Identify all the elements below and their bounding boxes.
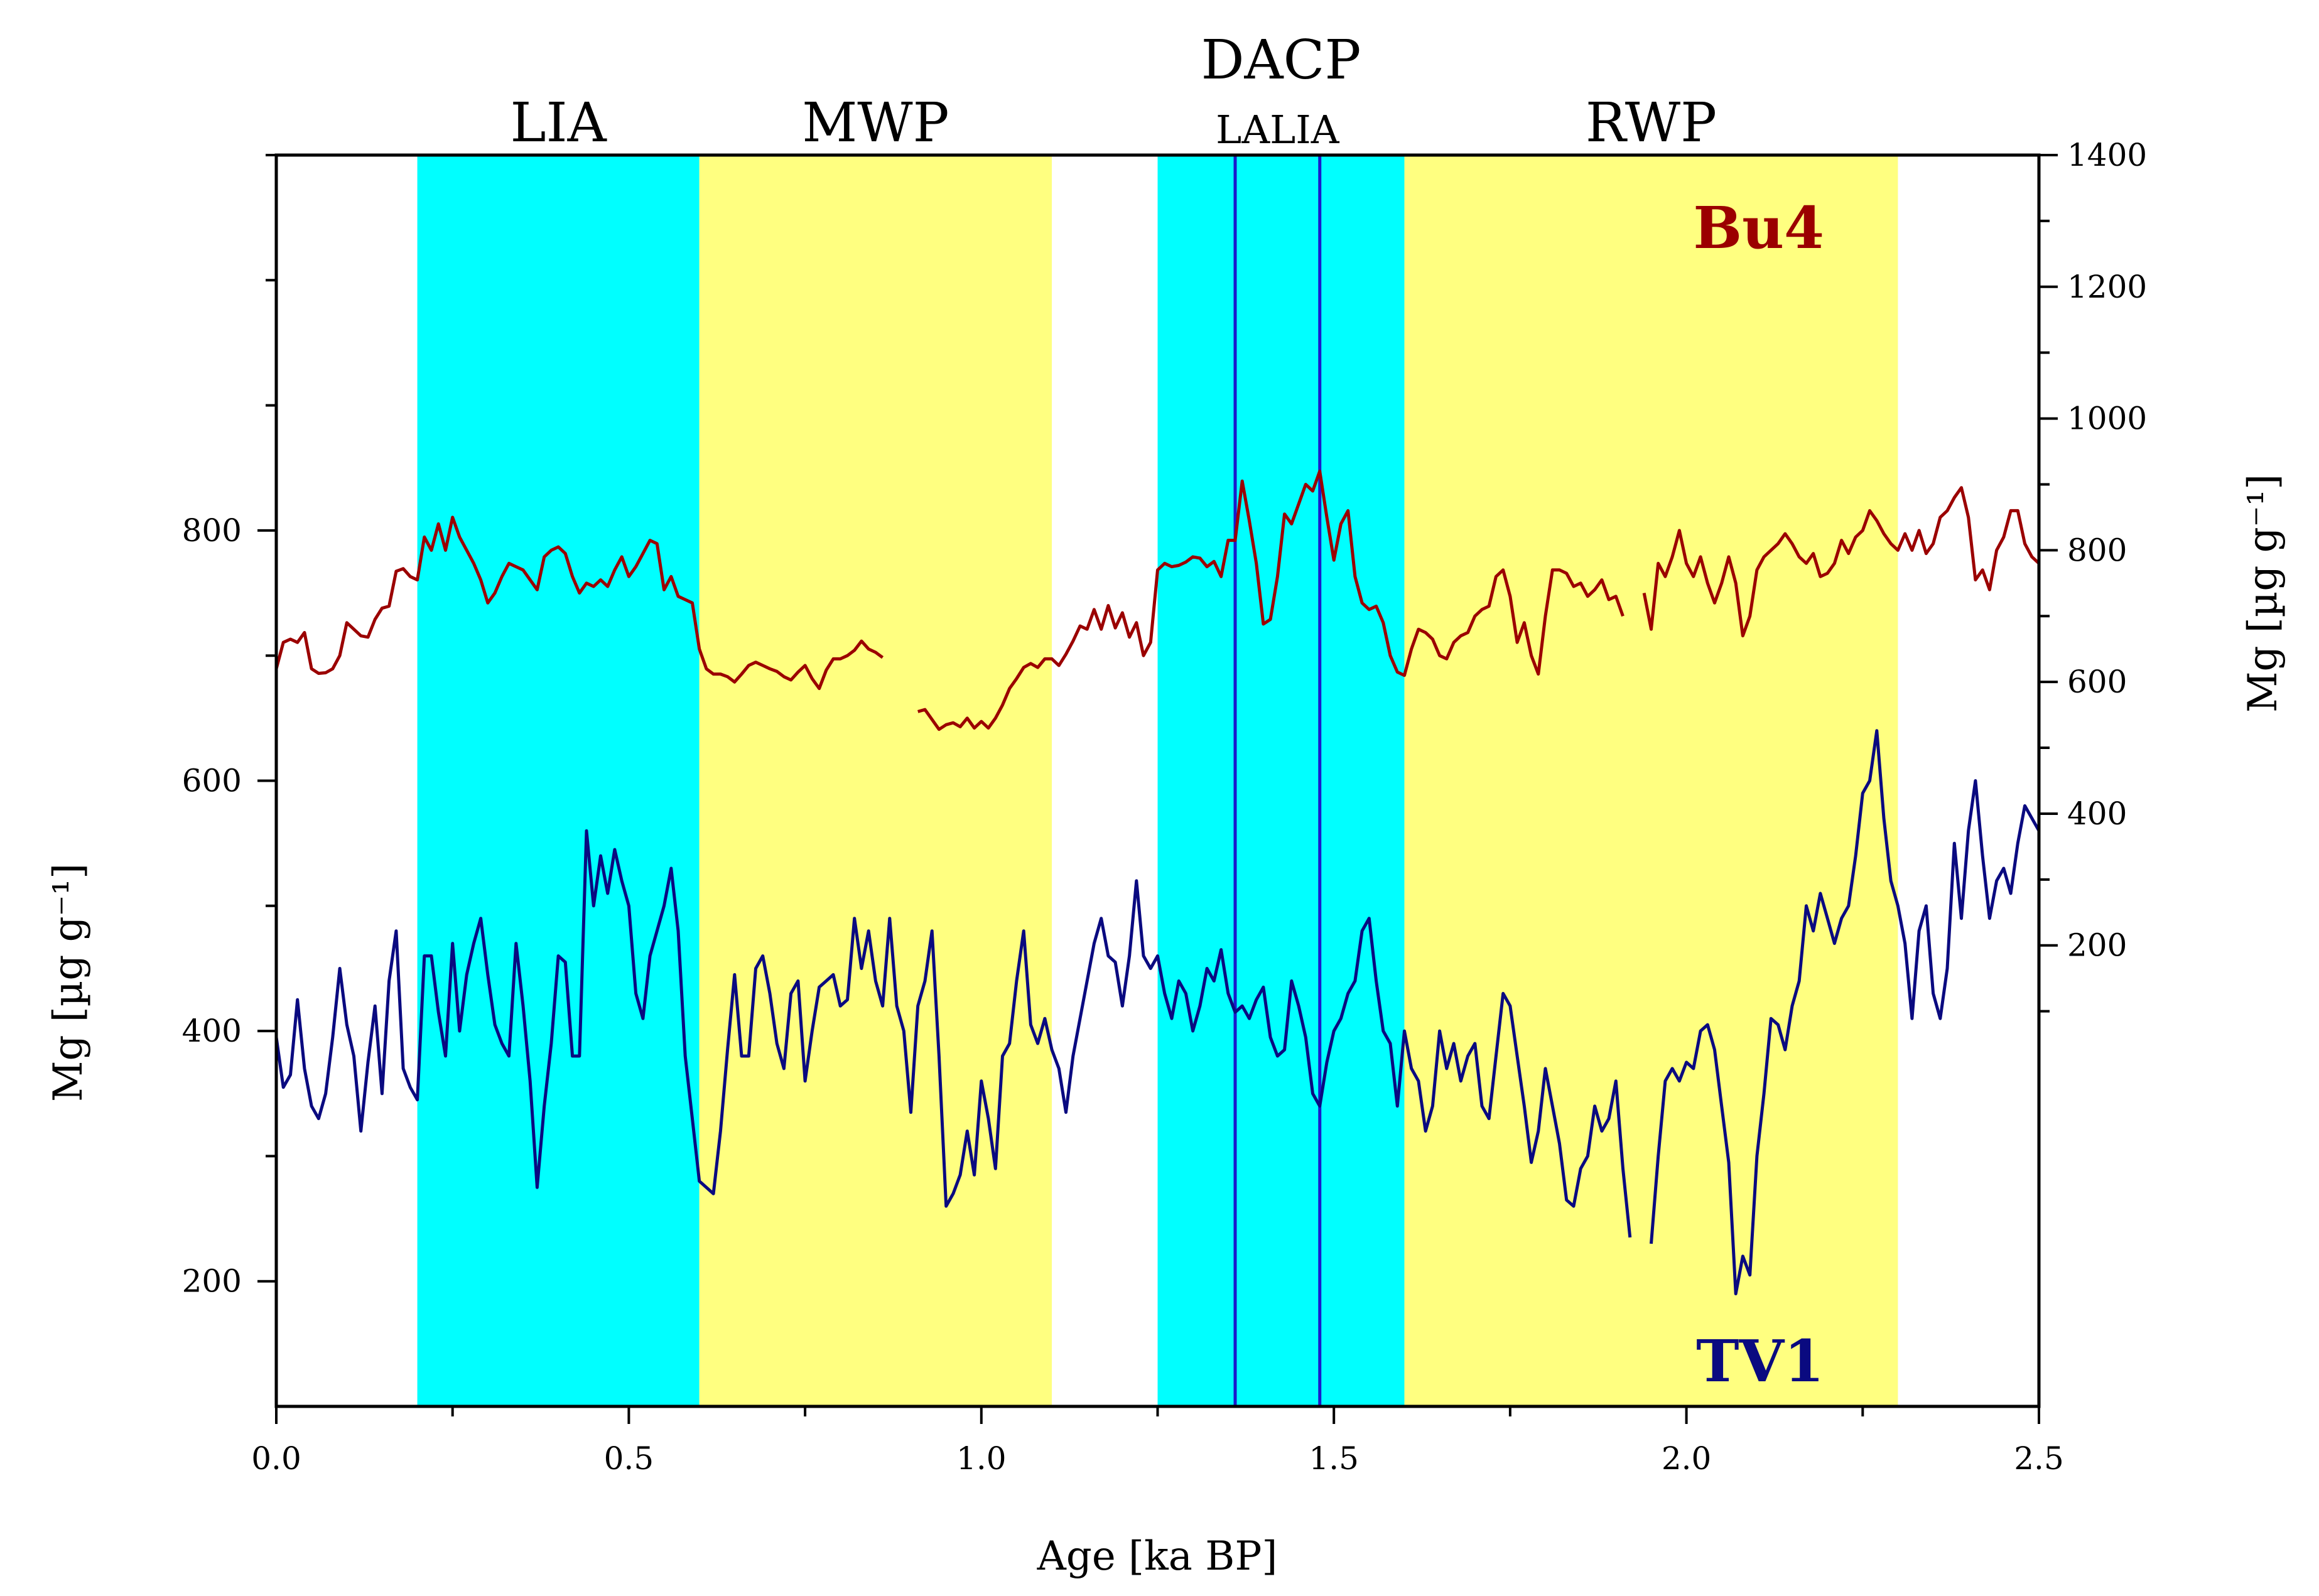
right-tick-label: 800 (2067, 532, 2127, 568)
left-tick-label: 200 (182, 1263, 242, 1300)
left-y-axis: 200 400 600 800 (182, 154, 276, 1300)
period-label-lalia: LALIA (1216, 107, 1340, 153)
right-y-axis-title: Mg [µg g⁻¹] (2240, 474, 2286, 713)
left-tick-label: 400 (182, 1013, 242, 1049)
x-tick-label: 2.5 (2014, 1440, 2064, 1477)
series-line-tv1-seg0 (274, 829, 1632, 1238)
series-line-bu4-seg0 (274, 515, 884, 691)
x-tick-label: 2.0 (1662, 1440, 1712, 1477)
x-tick-label: 0.5 (604, 1440, 654, 1477)
x-tick-label: 1.5 (1309, 1440, 1359, 1477)
left-y-axis-title: Mg [µg g⁻¹] (45, 863, 92, 1102)
right-tick-label: 1000 (2067, 401, 2147, 437)
period-band-mwp (699, 155, 1052, 1406)
period-bands (417, 155, 1898, 1406)
period-label-dacp: DACP (1201, 29, 1361, 92)
x-tick-label: 0.0 (251, 1440, 301, 1477)
period-label-rwp: RWP (1586, 92, 1717, 154)
series-line-bu4-seg1 (917, 470, 1624, 731)
series-line-tv1-seg1 (1650, 729, 2041, 1296)
right-tick-label: 1400 (2067, 137, 2147, 173)
period-label-mwp: MWP (802, 92, 949, 154)
right-tick-label: 400 (2067, 795, 2127, 832)
right-tick-label: 600 (2067, 664, 2127, 700)
series-label-bu4: Bu4 (1693, 194, 1824, 262)
period-band-dacp (1157, 155, 1405, 1406)
series-line-bu4-seg2 (1642, 486, 2040, 638)
series-lines (274, 470, 2041, 1296)
series-label-tv1: TV1 (1696, 1327, 1824, 1395)
period-labels: LIA MWP DACP RWP LALIA (511, 29, 1717, 154)
left-tick-label: 600 (182, 763, 242, 799)
period-band-rwp (1404, 155, 1898, 1406)
period-band-lia (417, 155, 700, 1406)
right-y-axis: 200 400 600 800 1000 1200 1400 (2039, 137, 2147, 1013)
right-tick-label: 1200 (2067, 269, 2147, 305)
x-axis-title: Age [ka BP] (1037, 1533, 1278, 1580)
period-label-lia: LIA (511, 92, 607, 154)
left-tick-label: 800 (182, 512, 242, 549)
right-tick-label: 200 (2067, 927, 2127, 964)
x-tick-label: 1.0 (956, 1440, 1007, 1477)
x-axis: 0.0 0.5 1.0 1.5 2.0 2.5 (251, 1406, 2064, 1477)
